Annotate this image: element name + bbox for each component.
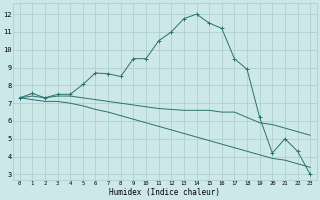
X-axis label: Humidex (Indice chaleur): Humidex (Indice chaleur) [109, 188, 220, 197]
